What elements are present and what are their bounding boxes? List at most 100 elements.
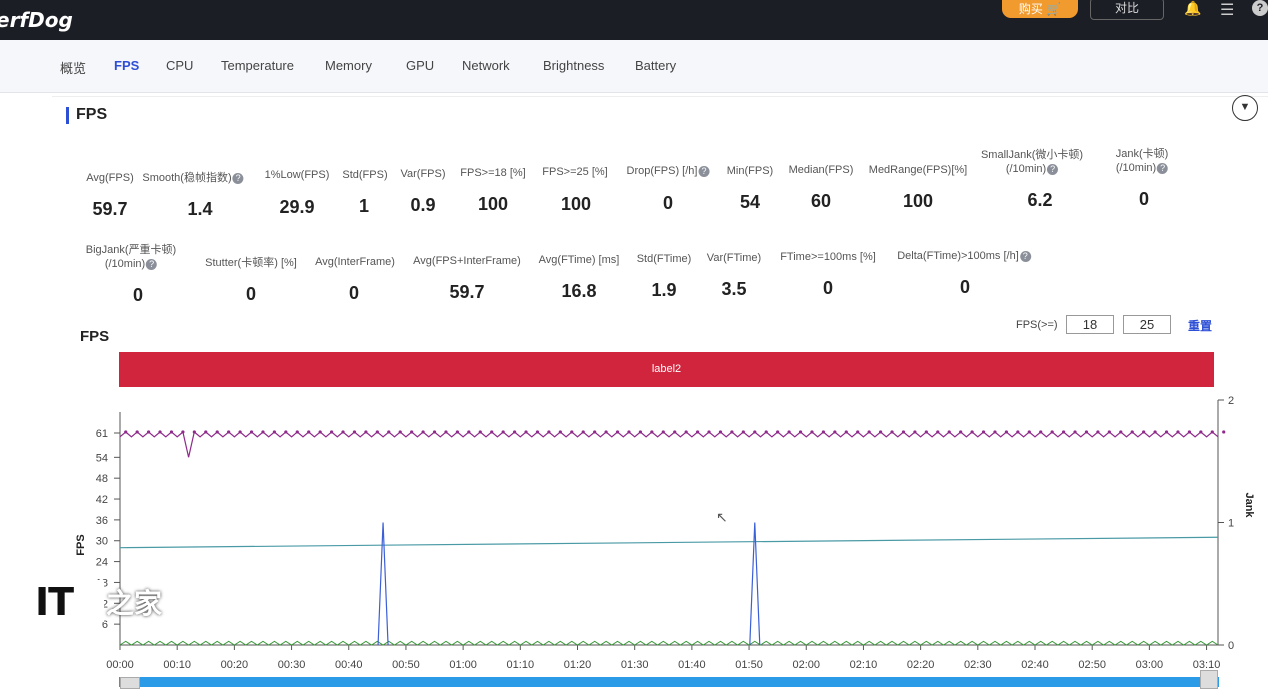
fps-point [238,430,242,434]
tab-brightness[interactable]: Brightness [543,58,605,73]
fps-point [547,430,551,434]
fps-point [901,430,906,434]
stat-value: 0 [662,193,674,213]
stat-value: 0 [245,284,257,304]
fps-point [787,430,791,434]
fps-point [1084,430,1089,434]
scroll-handle-left[interactable] [120,677,140,689]
collapse-icon[interactable]: ▼ [1232,95,1258,121]
label-bar[interactable]: label2 [119,352,1214,387]
y-tick-label: 48 [96,473,108,485]
x-tick-label: 01:50 [735,659,763,671]
fps-point [695,430,700,434]
x-tick-label: 00:50 [392,659,420,671]
stat-value: 100 [902,191,934,211]
stat-value: 0 [822,278,834,298]
tab-memory[interactable]: Memory [325,58,372,73]
mouse-cursor-icon: ↖ [716,509,728,525]
fps-point [398,430,402,434]
top-bar: erfDog 购买 🛒 对比 🔔 ☰ ? [0,0,1268,40]
fps-point [947,430,951,434]
teal-series-line [119,536,1219,549]
scroll-handle-right[interactable] [1200,670,1218,689]
fps-point [295,430,299,434]
section-accent [66,107,69,124]
fps-point [261,430,265,434]
fps-point [135,430,139,434]
fps-point [959,430,963,434]
x-tick-label: 00:30 [278,659,306,671]
fps-point [650,430,654,434]
help-icon[interactable]: ? [698,165,710,177]
stat-label: Std(FPS) [342,169,388,181]
fps-point [1176,430,1180,434]
stat-value: 0 [132,285,144,305]
tab-fps[interactable]: FPS [114,58,140,73]
stat-value: 54 [739,192,761,212]
fps-point [593,430,597,434]
fps-point [421,430,425,434]
stat-value: 59.7 [449,282,485,302]
y-tick-label: 54 [96,452,108,464]
stat-value: 60 [810,191,832,211]
fps-point [558,430,562,434]
fps-point [810,430,814,434]
help-icon[interactable]: ? [232,172,244,184]
tab-cpu[interactable]: CPU [166,58,194,73]
tab-gpu[interactable]: GPU [406,58,435,73]
stat-value: 100 [560,194,592,214]
tab-overview[interactable]: 概览 [60,61,87,76]
fps-point [1096,430,1100,434]
fps-threshold-input-2[interactable]: 25 [1123,315,1171,334]
compare-button[interactable]: 对比 [1090,0,1164,20]
fps-point [490,430,494,434]
buy-button[interactable]: 购买 🛒 [1002,0,1078,18]
stat-label: Median(FPS) [788,164,854,176]
fps-point [1153,430,1157,434]
stat-label: FPS>=25 [%] [542,166,608,178]
fps-chart[interactable]: 6154484236302418126012FPSJank00:0000:100… [0,390,1268,680]
stat-label: Avg(FPS) [86,172,134,184]
fps-point [570,430,574,434]
timeline-scrollbar[interactable] [119,677,1219,687]
x-tick-label: 00:40 [335,659,363,671]
fps-point [764,430,768,434]
help-icon[interactable]: ? [1252,0,1268,16]
fps-point [352,430,357,434]
fps-point [1004,430,1009,434]
y-tick-label: 36 [96,515,108,527]
fps-point [684,430,688,434]
stat-value: 0 [348,283,360,303]
help-icon[interactable]: ? [1157,162,1169,174]
brand-watermark: IT 之家 [30,580,170,624]
tab-battery[interactable]: Battery [635,58,677,73]
fps-point [512,430,517,434]
menu-icon[interactable]: ☰ [1220,2,1235,19]
fps-point [1142,430,1146,434]
help-icon[interactable]: ? [1019,250,1031,262]
help-icon[interactable]: ? [1047,163,1059,175]
fps-point [272,430,277,434]
fps-point [1130,430,1134,434]
fps-point [329,430,334,434]
reset-button[interactable]: 重置 [1188,319,1213,333]
fps-point [753,430,757,434]
fps-point [878,430,883,434]
fps-point [192,430,196,434]
fps-point [478,430,482,434]
stat-value: 100 [477,194,509,214]
tab-temperature[interactable]: Temperature [221,58,294,73]
tab-network[interactable]: Network [462,58,510,73]
fps-point [444,430,448,434]
stat-value: 6.2 [1027,190,1053,210]
y2-tick-label: 0 [1228,640,1234,652]
fps-point [1016,430,1020,434]
fps-point [741,430,745,434]
fps-point [1039,430,1043,434]
help-icon[interactable]: ? [146,258,158,270]
fps-threshold-input-1[interactable]: 18 [1066,315,1114,334]
stat-label: Jank(卡顿) (/10min)? [1115,148,1169,174]
fps-series-line [119,430,1219,458]
stat-label: FPS>=18 [%] [460,167,526,179]
bell-icon[interactable]: 🔔 [1184,0,1202,16]
